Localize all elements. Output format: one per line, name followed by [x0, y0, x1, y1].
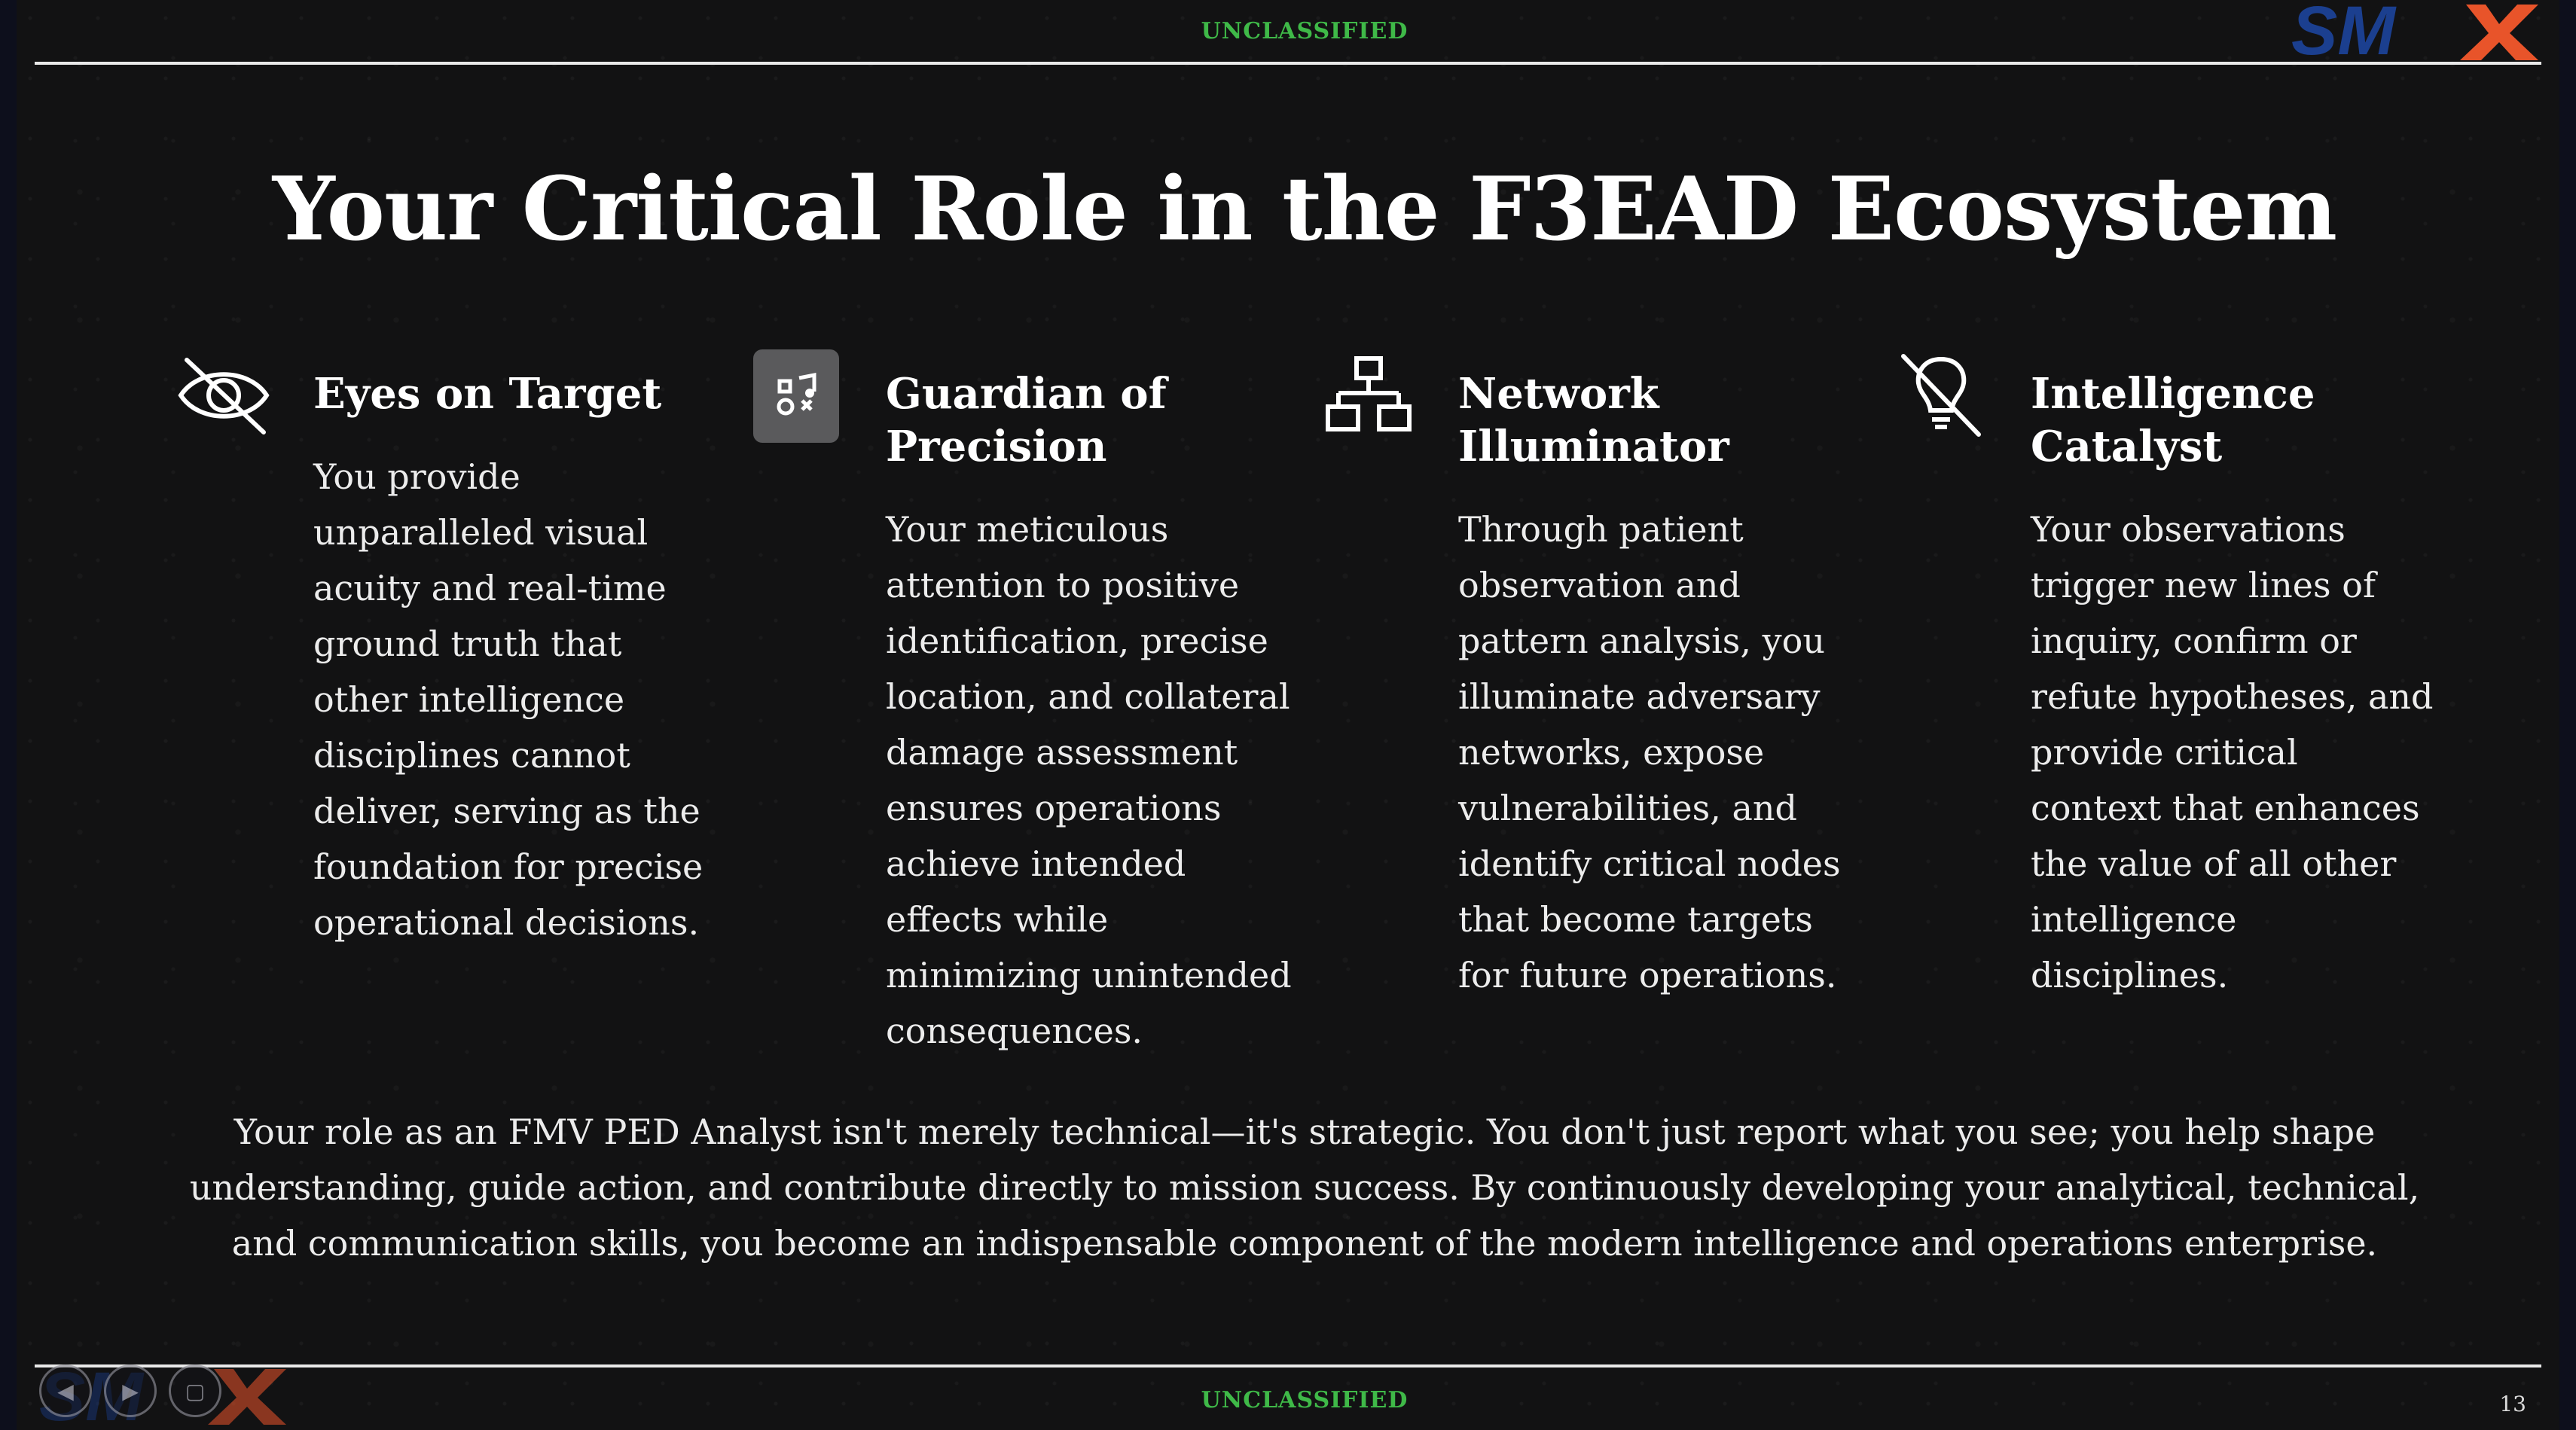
eye-slash-icon — [175, 346, 273, 444]
arrow-left-icon: ◀ — [57, 1378, 74, 1404]
network-hierarchy-icon — [1320, 346, 1418, 444]
lightbulb-slash-icon — [1892, 346, 1990, 444]
card-body: Through patient observation and pattern … — [1458, 509, 1841, 996]
page-number: 13 — [2499, 1392, 2526, 1416]
classification-banner-bottom: UNCLASSIFIED — [1201, 1387, 1409, 1413]
card-title: Eyes on Target — [313, 369, 662, 419]
top-divider — [35, 62, 2541, 65]
page-title: Your Critical Role in the F3EAD Ecosyste… — [272, 158, 2337, 261]
card-body: Your meticulous attention to positive id… — [886, 509, 1292, 1051]
smx-logo-x-shape — [2460, 5, 2538, 60]
smx-logo: SM — [2291, 0, 2538, 60]
exit-slideshow-button[interactable]: ▢ — [169, 1364, 221, 1417]
classification-banner-top: UNCLASSIFIED — [1201, 18, 1409, 44]
music-note-shapes-icon — [753, 349, 839, 443]
previous-slide-button[interactable]: ◀ — [39, 1364, 92, 1417]
slide-navigation: ◀ ▶ ▢ — [39, 1364, 221, 1417]
card-title: Intelligence Catalyst — [2031, 369, 2315, 471]
role-cards: Eyes on Target You provide unparalleled … — [175, 346, 2442, 1069]
arrow-right-icon: ▶ — [122, 1378, 139, 1404]
smx-logo-footer-x-shape — [208, 1369, 286, 1425]
card-title: Guardian of Precision — [886, 369, 1167, 471]
next-slide-button[interactable]: ▶ — [104, 1364, 157, 1417]
smx-logo-letters: SM — [2291, 0, 2397, 60]
exit-icon: ▢ — [185, 1378, 206, 1404]
bottom-divider — [35, 1364, 2541, 1367]
card-body: You provide unparalleled visual acuity a… — [313, 456, 704, 943]
summary-paragraph: Your role as an FMV PED Analyst isn't me… — [189, 1111, 2420, 1264]
card-body: Your observations trigger new lines of i… — [2031, 509, 2434, 996]
card-title: Network Illuminator — [1458, 369, 1729, 471]
